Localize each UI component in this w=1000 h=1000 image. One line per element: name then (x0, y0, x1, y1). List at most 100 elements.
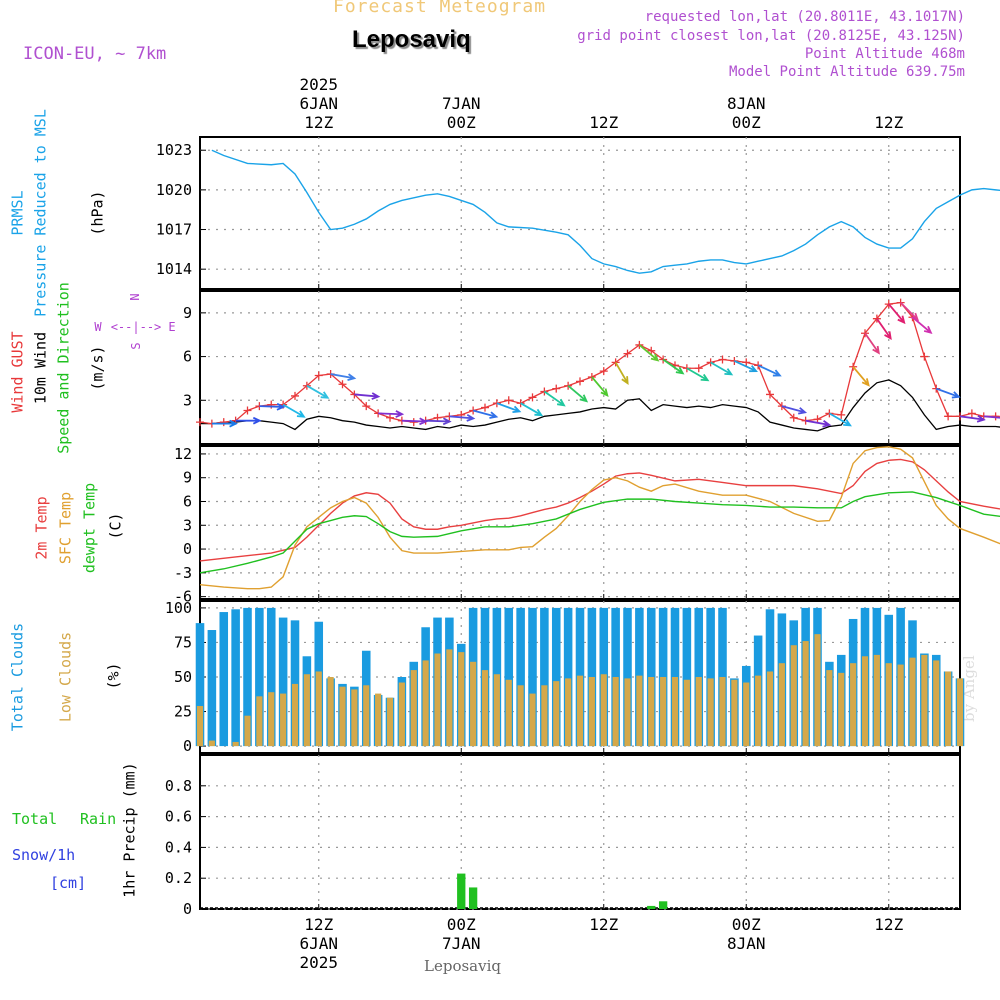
time-label-bottom: 12Z (304, 915, 333, 934)
compass-north: N (128, 293, 142, 300)
wind-direction-arrow (638, 344, 660, 362)
wind-direction-arrow (567, 385, 589, 403)
low-clouds-bar (208, 740, 215, 747)
low-clouds-bar (624, 678, 631, 747)
wind-direction-arrow (959, 415, 986, 423)
wind-gust-marker (742, 358, 751, 367)
wind-gust-marker (647, 346, 656, 355)
wind-gust-marker (896, 298, 905, 307)
wind-gust-line (199, 301, 1000, 425)
temperature-panel: -6 -3 0 3 6 9 12 (174, 445, 961, 606)
wind-10m-label: 10m Wind (32, 332, 50, 404)
low-clouds-bar (933, 660, 940, 747)
low-clouds-bar (553, 681, 560, 747)
temp-axis-unit: (C) (107, 512, 125, 539)
temp-sfc-label: SFC Temp (57, 492, 75, 564)
time-label-bottom: 7JAN (442, 934, 481, 953)
temperature-ytick-label: 6 (183, 492, 192, 510)
time-label-top: 2025 (299, 75, 338, 94)
time-label-bottom: 00Z (447, 915, 476, 934)
wind-frame (199, 290, 961, 445)
wind-gust-marker (967, 409, 976, 418)
temperature-ytick-label: 9 (183, 469, 192, 487)
wind-gust-marker (884, 300, 893, 309)
precip-bar (468, 887, 478, 909)
time-label-top: 12Z (874, 113, 903, 132)
total-clouds-bar (207, 630, 217, 747)
wind-direction-arrow (733, 360, 759, 373)
low-clouds-bar (588, 677, 595, 747)
low-clouds-bar (897, 664, 904, 747)
clouds-axis-unit: (%) (105, 662, 123, 689)
wind-gust-marker (302, 381, 311, 390)
pressure-ytick-label: 1023 (156, 141, 192, 159)
time-label-bottom: 2025 (299, 953, 338, 972)
wind-gust-marker (694, 364, 703, 373)
wind-gust-marker (338, 380, 347, 389)
wind-gust-marker (362, 402, 371, 411)
wind-gust-marker (789, 413, 798, 422)
low-clouds-bar (945, 671, 952, 747)
wind-gust-marker (386, 413, 394, 422)
low-clouds-bar (410, 670, 417, 747)
wind-ytick-label: 3 (183, 391, 192, 409)
wind-direction-arrow (330, 373, 357, 381)
wind-direction-arrow (781, 405, 808, 415)
wind-gust-marker (754, 361, 763, 370)
low-clouds-bar (351, 689, 358, 747)
wind-direction-label: Speed and Direction (55, 282, 73, 454)
low-clouds-bar (565, 678, 572, 747)
pressure-label-msl: Pressure Reduced to MSL (32, 109, 50, 317)
wind-direction-arrow (306, 384, 330, 399)
low-clouds-bar (339, 686, 346, 747)
low-clouds-bar (743, 682, 750, 747)
wind-direction-arrow (496, 402, 522, 414)
pressure-label-prmsl: PRMSL (9, 190, 27, 235)
wind-direction-arrow (591, 376, 609, 397)
low-clouds-bar (196, 706, 204, 747)
wind-direction-arrow (211, 419, 238, 428)
wind-direction-arrow (354, 392, 381, 400)
wind-gust-label: Wind GUST (9, 331, 27, 412)
precip-panel: 0 0.2 0.4 0.6 0.8 (165, 754, 961, 918)
precip-bar (647, 905, 656, 909)
time-label-bottom: 6JAN (299, 934, 338, 953)
temp-dewpt-label: dewpt Temp (81, 483, 99, 573)
temp-dewpt-line (199, 491, 1000, 574)
total-clouds-bar (504, 607, 514, 747)
low-clouds-bar (280, 693, 287, 747)
low-clouds-bar (422, 660, 429, 747)
wind-direction-arrow (983, 415, 1000, 419)
wind-gust-marker (552, 384, 561, 393)
clouds-ytick-label: 25 (174, 703, 192, 721)
wind-direction-arrow (472, 409, 499, 419)
wind-direction-arrow (805, 419, 832, 428)
pressure-ytick-label: 1017 (156, 221, 192, 239)
wind-direction-arrow (935, 387, 961, 399)
temperature-ytick-label: 12 (174, 445, 192, 463)
time-label-top: 00Z (447, 113, 476, 132)
precip-ytick-label: 0.4 (165, 838, 192, 856)
low-clouds-bar (861, 656, 869, 747)
precip-bar (658, 901, 668, 909)
compass-arrow: <--|--> (111, 320, 162, 334)
total-clouds-bar (516, 607, 525, 747)
pressure-ytick-label: 1014 (156, 260, 192, 278)
total-clouds-bar (243, 607, 252, 747)
wind-direction-arrow (378, 410, 405, 418)
precip-frame (199, 754, 961, 910)
wind-gust-marker (599, 367, 608, 376)
precip-ytick-label: 0.8 (165, 777, 192, 795)
low-clouds-bar (873, 654, 880, 747)
low-clouds-bar (327, 677, 334, 747)
wind-direction-arrow (828, 412, 852, 427)
temperature-ytick-label: 0 (183, 540, 192, 558)
low-clouds-bar (517, 685, 524, 747)
low-clouds-bar (778, 663, 785, 747)
low-clouds-bar (375, 693, 382, 747)
point-altitude: Point Altitude 468m (804, 46, 965, 62)
temperature-ytick-label: -6 (174, 588, 192, 606)
wind-gust-marker (766, 390, 774, 399)
wind-gust-marker (944, 412, 953, 421)
clouds-ytick-label: 75 (174, 633, 192, 651)
